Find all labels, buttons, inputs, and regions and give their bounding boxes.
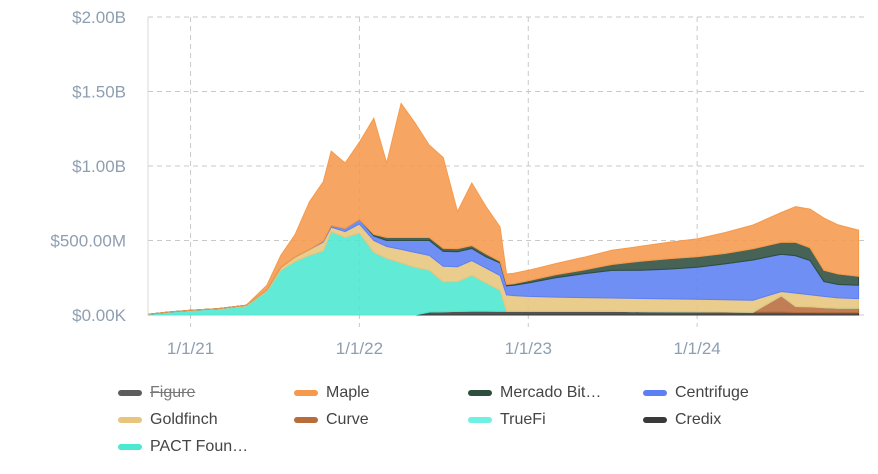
- legend-swatch: [643, 390, 667, 396]
- legend-label: Curve: [326, 411, 369, 428]
- y-tick-label: $0.00K: [72, 306, 127, 325]
- legend-item[interactable]: TrueFi: [468, 411, 546, 429]
- legend-swatch: [643, 417, 667, 423]
- legend-label: Centrifuge: [675, 384, 749, 401]
- x-tick-label: 1/1/21: [167, 339, 214, 358]
- legend-swatch: [118, 417, 142, 423]
- legend-label: Maple: [326, 384, 370, 401]
- legend-item[interactable]: Figure: [118, 384, 195, 402]
- axis-layer: $0.00K $500.00M $1.00B $1.50B $2.00B 1/1/21 1/…: [50, 8, 720, 358]
- legend-item[interactable]: Maple: [294, 384, 370, 402]
- legend-swatch: [468, 390, 492, 396]
- x-tick-label: 1/1/22: [336, 339, 383, 358]
- x-tick-label: 1/1/23: [505, 339, 552, 358]
- legend-item[interactable]: Curve: [294, 411, 369, 429]
- legend-item[interactable]: Goldfinch: [118, 411, 218, 429]
- y-tick-label: $1.00B: [72, 157, 126, 176]
- series-area-maple[interactable]: [147, 102, 860, 315]
- legend-item[interactable]: Centrifuge: [643, 384, 749, 402]
- legend-swatch: [118, 444, 142, 450]
- legend-item[interactable]: Credix: [643, 411, 721, 429]
- legend-swatch: [468, 417, 492, 423]
- legend-label: Mercado Bit…: [500, 384, 602, 401]
- legend-label: PACT Foun…: [150, 438, 249, 455]
- legend-label: Credix: [675, 411, 722, 428]
- x-tick-label: 1/1/24: [674, 339, 721, 358]
- y-tick-label: $500.00M: [50, 232, 126, 251]
- y-tick-label: $2.00B: [72, 8, 126, 27]
- y-tick-label: $1.50B: [72, 83, 126, 102]
- legend-item[interactable]: PACT Foun…: [118, 438, 248, 456]
- legend-label: Goldfinch: [150, 411, 218, 428]
- legend-swatch: [294, 390, 318, 396]
- stacked-area-chart: $0.00K $500.00M $1.00B $1.50B $2.00B 1/1/21 1/…: [50, 8, 866, 358]
- legend-label: TrueFi: [500, 411, 546, 428]
- legend-swatch: [294, 417, 318, 423]
- legend-item[interactable]: Mercado Bit…: [468, 384, 601, 402]
- legend-swatch: [118, 390, 142, 396]
- area-layer: [147, 102, 860, 316]
- legend-label: Figure: [150, 384, 196, 401]
